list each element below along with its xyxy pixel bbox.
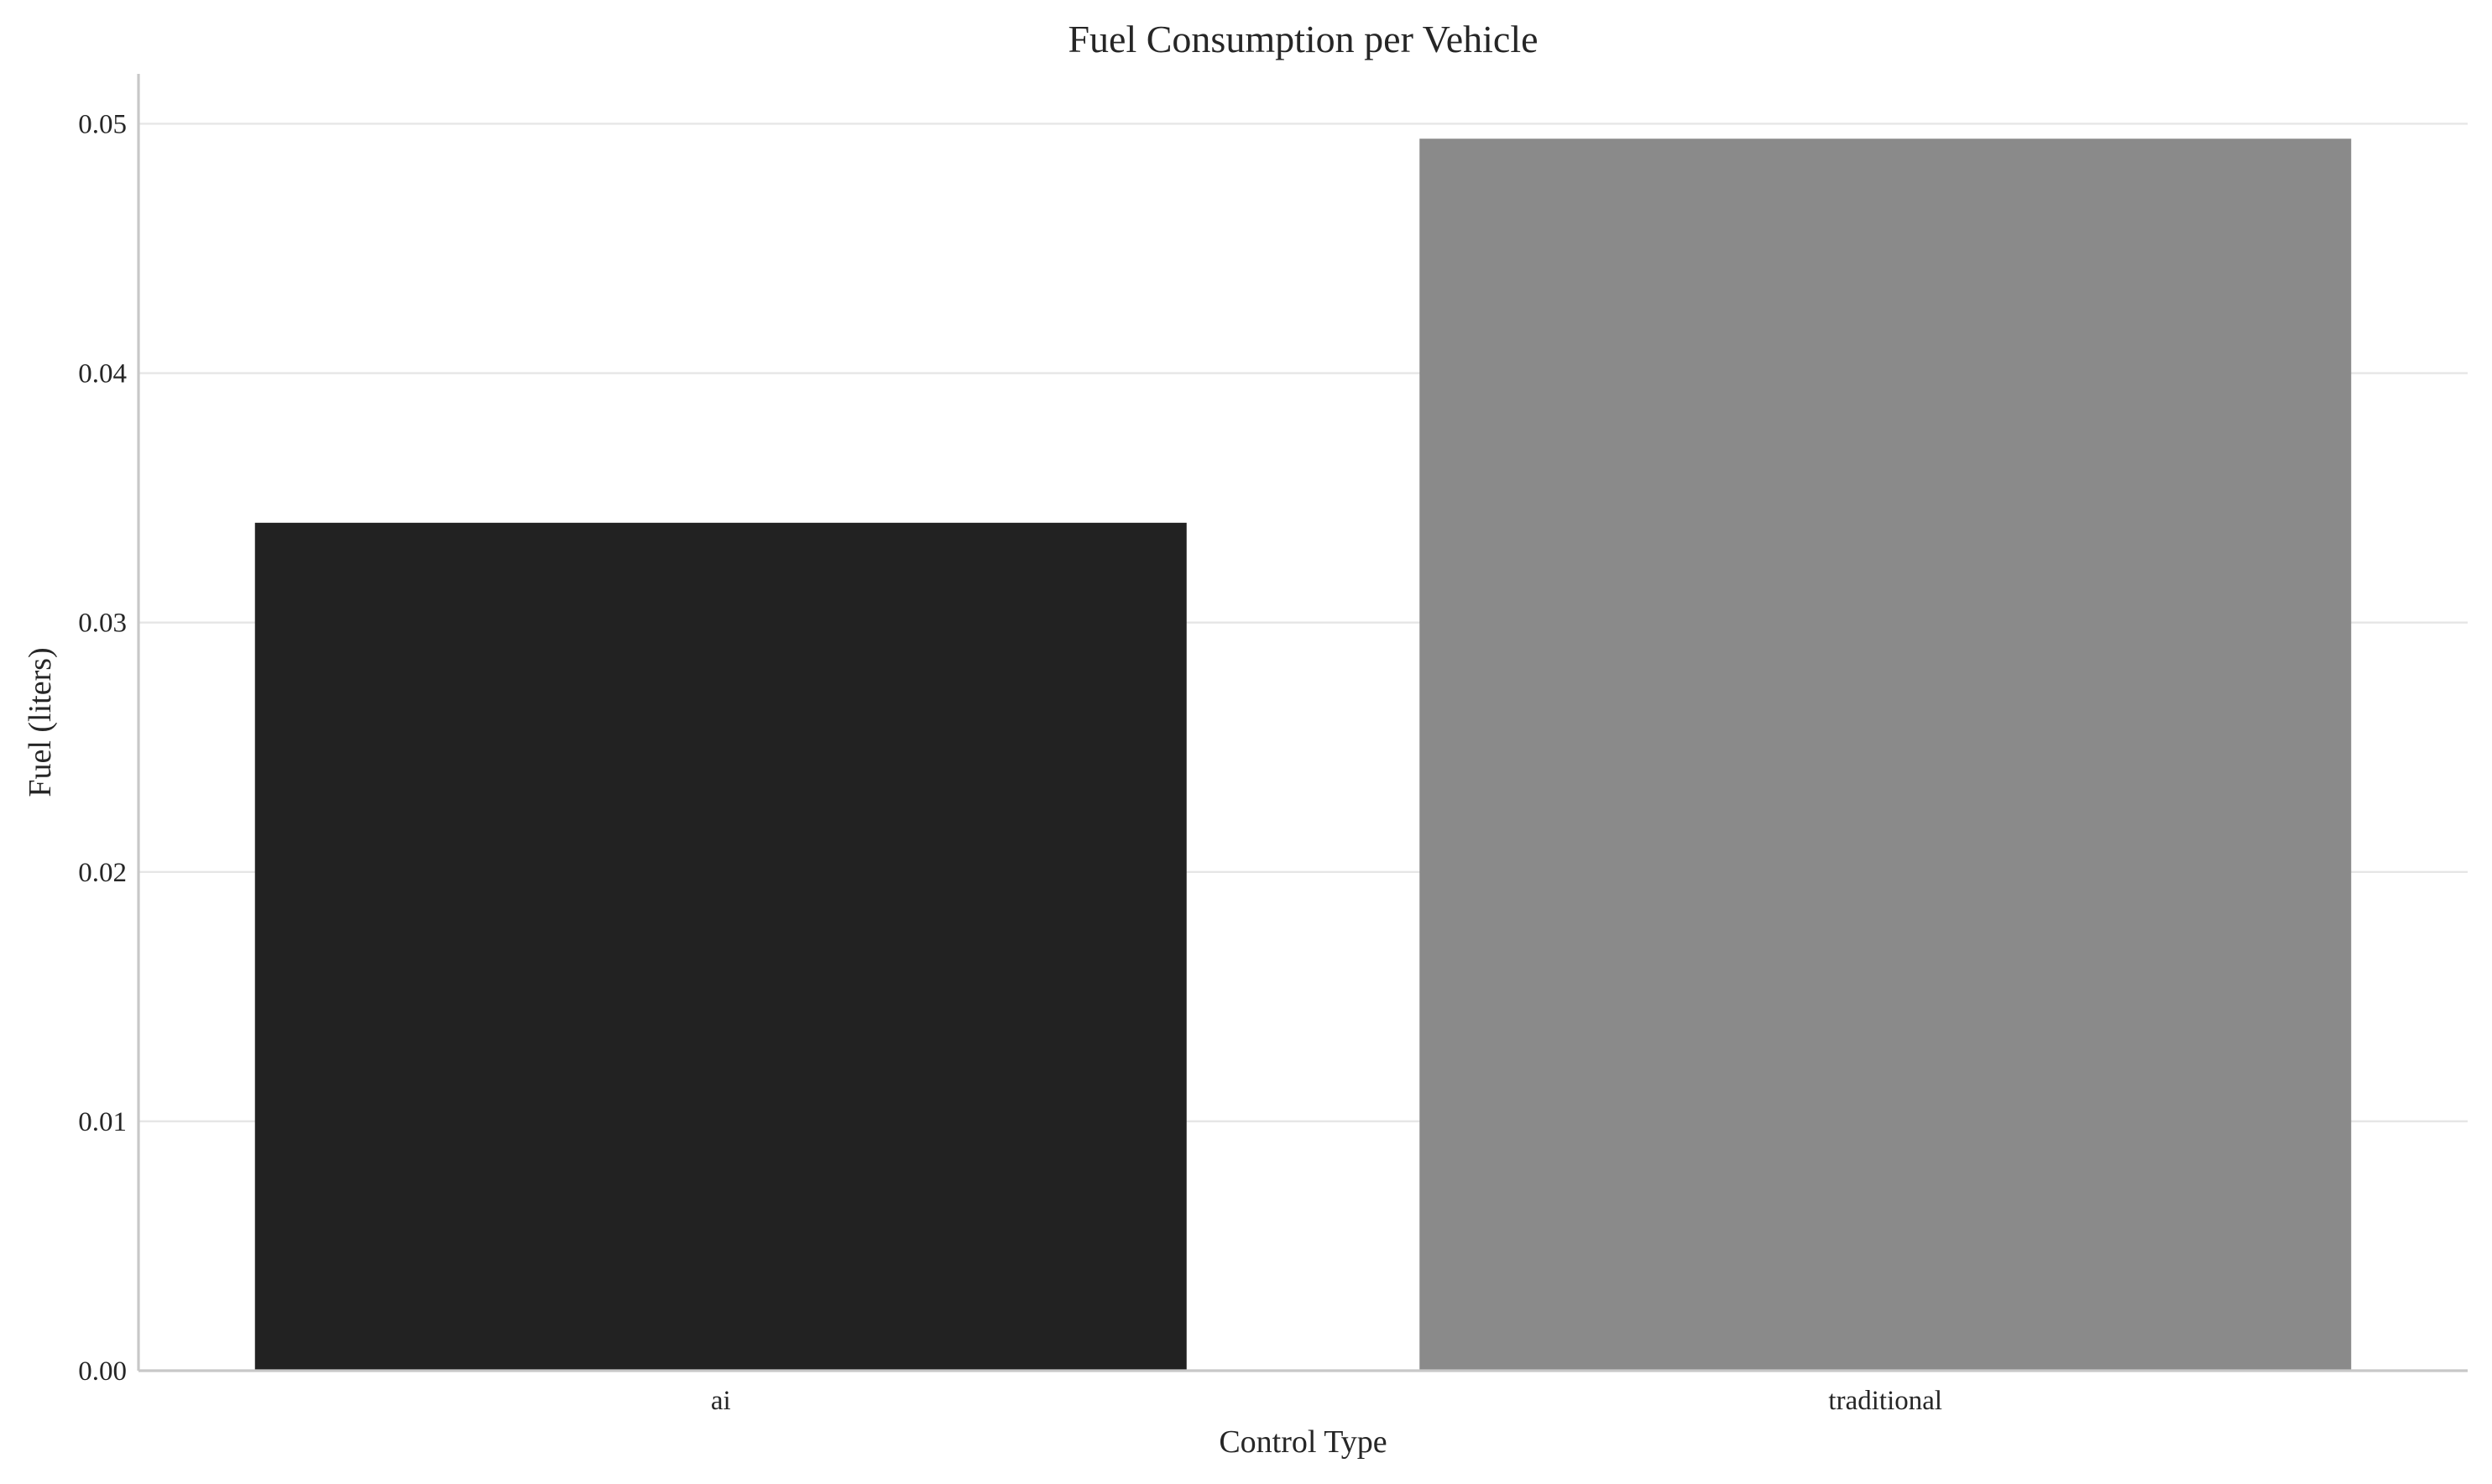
y-tick-label: 0.04: [78, 359, 127, 389]
y-tick-label: 0.02: [78, 858, 127, 888]
y-tick-label: 0.01: [78, 1107, 127, 1137]
bar-ai: [254, 522, 1187, 1371]
bar-traditional: [1419, 138, 2352, 1371]
chart-title: Fuel Consumption per Vehicle: [1068, 18, 1538, 60]
y-tick-labels: 0.00 0.01 0.02 0.03 0.04 0.05: [78, 109, 127, 1387]
axes: [137, 74, 2468, 1372]
y-axis-label: Fuel (liters): [23, 647, 58, 797]
y-tick-label: 0.05: [78, 109, 127, 139]
y-tick-label: 0.03: [78, 609, 127, 639]
x-tick-label: traditional: [1828, 1386, 1942, 1416]
x-tick-labels: ai traditional: [711, 1386, 1942, 1416]
bars: [254, 138, 2352, 1371]
x-axis-label: Control Type: [1219, 1424, 1387, 1460]
x-tick-label: ai: [711, 1386, 731, 1416]
y-tick-label: 0.00: [78, 1356, 127, 1387]
